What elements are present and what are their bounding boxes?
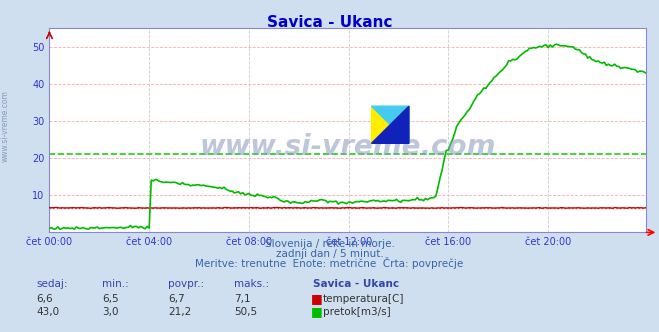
Text: Slovenija / reke in morje.: Slovenija / reke in morje. [264,239,395,249]
Text: sedaj:: sedaj: [36,279,68,289]
Text: 6,7: 6,7 [168,294,185,304]
Text: zadnji dan / 5 minut.: zadnji dan / 5 minut. [275,249,384,259]
Polygon shape [372,106,409,143]
Text: ■: ■ [311,292,323,305]
Text: povpr.:: povpr.: [168,279,204,289]
Text: 50,5: 50,5 [234,307,257,317]
Polygon shape [372,106,409,143]
Text: www.si-vreme.com: www.si-vreme.com [200,133,496,161]
Text: 6,6: 6,6 [36,294,53,304]
Text: Savica - Ukanc: Savica - Ukanc [267,15,392,30]
Text: maks.:: maks.: [234,279,269,289]
Text: 6,5: 6,5 [102,294,119,304]
Text: 43,0: 43,0 [36,307,59,317]
Text: Savica - Ukanc: Savica - Ukanc [313,279,399,289]
Text: min.:: min.: [102,279,129,289]
Text: Meritve: trenutne  Enote: metrične  Črta: povprečje: Meritve: trenutne Enote: metrične Črta: … [195,257,464,269]
Text: temperatura[C]: temperatura[C] [323,294,405,304]
Polygon shape [372,106,409,143]
Text: 7,1: 7,1 [234,294,250,304]
Text: 3,0: 3,0 [102,307,119,317]
Text: 21,2: 21,2 [168,307,191,317]
Text: ■: ■ [311,305,323,318]
Text: www.si-vreme.com: www.si-vreme.com [1,90,10,162]
Text: pretok[m3/s]: pretok[m3/s] [323,307,391,317]
